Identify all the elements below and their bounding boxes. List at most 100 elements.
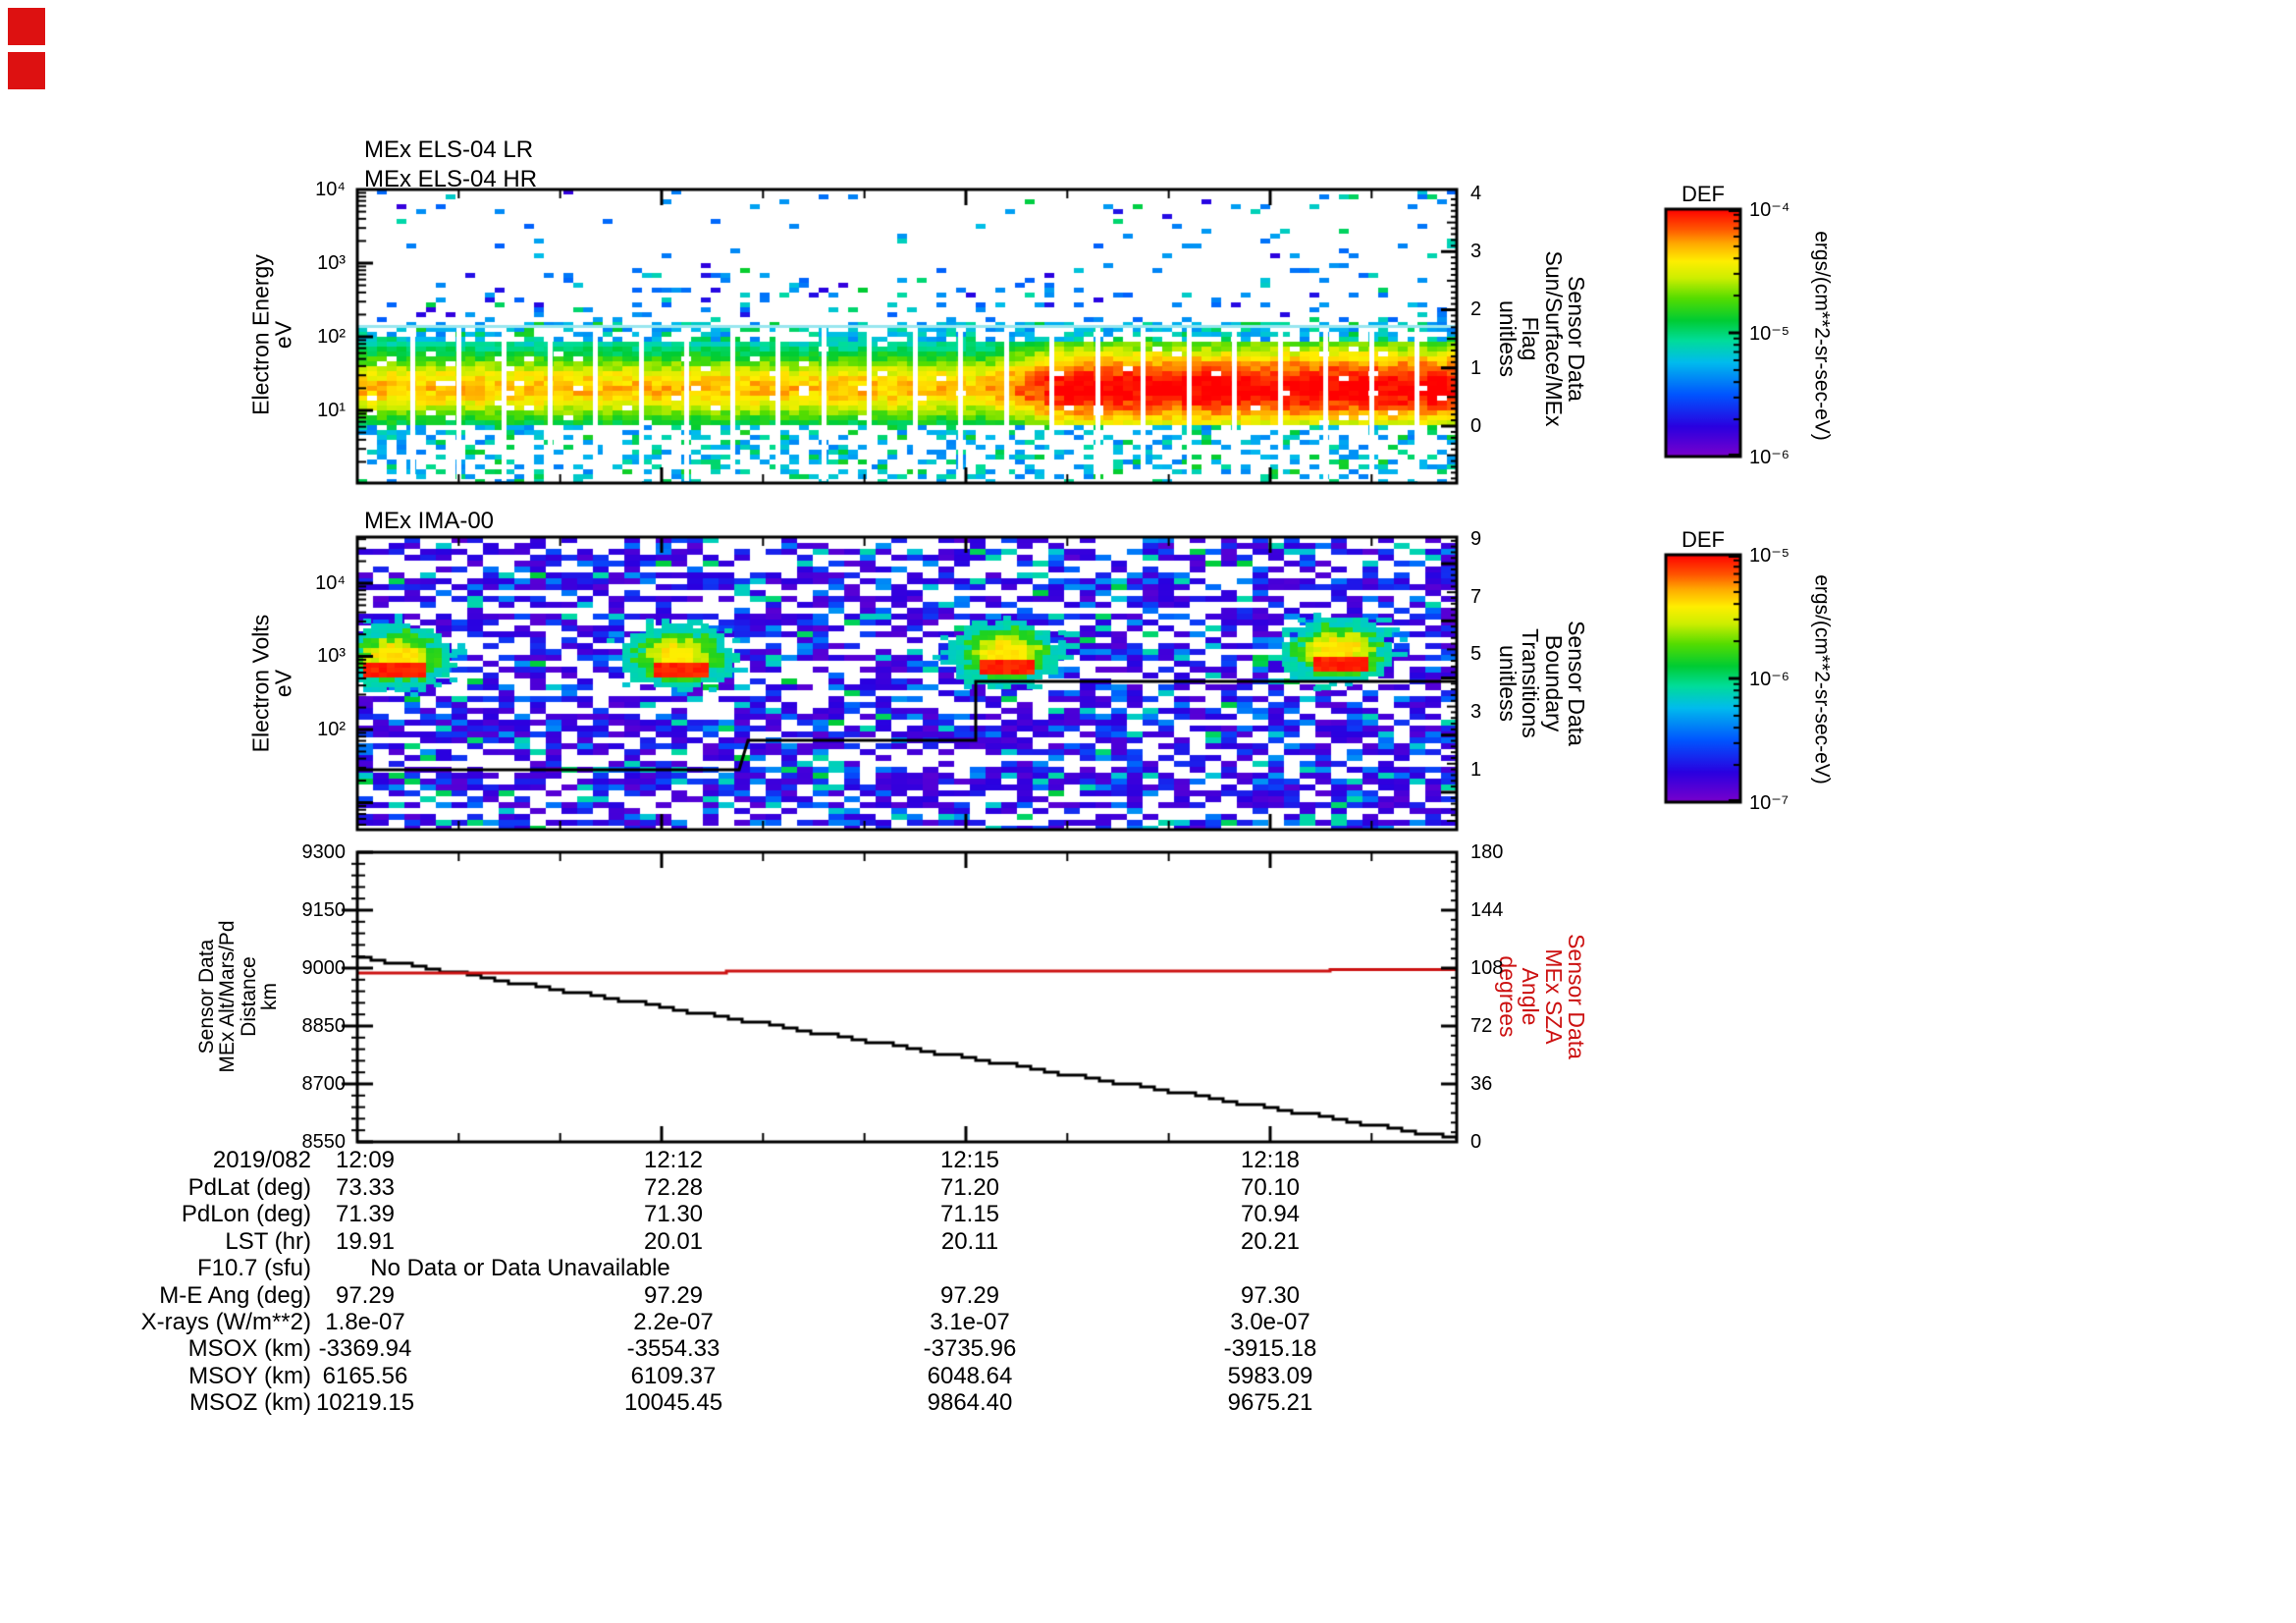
table-cell-value: 97.29	[939, 1282, 1000, 1309]
ima-right-axis-label-line: unitless	[1494, 645, 1521, 722]
aux-right-axis-label-line: MEx SZA	[1540, 948, 1567, 1045]
table-cell-value: 97.30	[1240, 1282, 1301, 1309]
table-cell-value: -3735.96	[923, 1335, 1017, 1362]
ima-ytick-label: 10³	[317, 645, 346, 667]
xtick-time-label: 12:15	[939, 1147, 1000, 1173]
table-cell-value: 70.10	[1240, 1174, 1301, 1201]
ima-right-axis-label-line: Boundary	[1540, 634, 1567, 732]
aux-rtick-label: 180	[1470, 841, 1504, 863]
table-row-label: LST (hr)	[225, 1228, 311, 1255]
colorbar-2-unit: ergs/(cm**2-sr-sec-eV)	[1810, 574, 1834, 784]
table-cell-value: -3915.18	[1223, 1335, 1317, 1362]
aux-ytick-label: 9000	[301, 957, 347, 979]
aux-rtick-label: 36	[1470, 1073, 1493, 1095]
colorbar-2-tick-label: 10⁻⁵	[1749, 545, 1790, 567]
table-cell-value: 9864.40	[927, 1389, 1013, 1416]
colorbar-1-title: DEF	[1682, 182, 1725, 206]
table-cell-value: 5983.09	[1227, 1363, 1313, 1389]
aux-rtick-label: 0	[1470, 1131, 1482, 1153]
aux-rtick-label: 72	[1470, 1015, 1493, 1037]
aux-ytick-label: 9300	[301, 841, 347, 863]
table-cell-value: 71.20	[939, 1174, 1000, 1201]
aux-rtick-label: 144	[1470, 899, 1504, 921]
ima-rtick-label: 7	[1470, 586, 1482, 608]
xtick-time-label: 12:09	[335, 1147, 396, 1173]
table-cell-value: 19.91	[335, 1228, 396, 1255]
table-cell-value: 6048.64	[927, 1363, 1013, 1389]
els-ytick-label: 10⁴	[315, 179, 346, 200]
aux-ytick-label: 8700	[301, 1073, 347, 1095]
els-right-axis-label-line: Flag	[1518, 316, 1543, 361]
els-right-axis-label-line: Sun/Surface/MEx	[1540, 250, 1567, 427]
colorbar-1-tick-label: 10⁻⁶	[1749, 447, 1790, 468]
table-cell-value: 2.2e-07	[633, 1309, 714, 1335]
table-cell-value: 20.21	[1240, 1228, 1301, 1255]
aux-right-axis-label: Sensor Data MEx SZA Angle degrees	[1495, 934, 1589, 1059]
els-y-axis-label: Electron Energy eV	[247, 254, 296, 415]
table-cell-value: 6109.37	[630, 1363, 717, 1389]
colorbar-2-unit-text: ergs/(cm**2-sr-sec-eV)	[1810, 574, 1834, 784]
xtick-time-label: 12:18	[1240, 1147, 1301, 1173]
ima-right-axis-label-line: Sensor Data	[1563, 621, 1589, 746]
table-cell-value: 97.29	[335, 1282, 396, 1309]
aux-y-axis-label-line: MEx Alt/Mars/Pd	[216, 920, 240, 1073]
els-y-axis-label-line: eV	[271, 320, 296, 350]
aux-y-axis-label-line: km	[258, 983, 282, 1011]
aux-y-axis-label-line: Sensor Data	[195, 939, 219, 1055]
table-cell-value: 1.8e-07	[325, 1309, 405, 1335]
ima-y-axis-label: Electron Volts eV	[247, 614, 296, 753]
xtick-time-label: 12:12	[643, 1147, 704, 1173]
table-cell-value: 71.39	[335, 1201, 396, 1227]
colorbar-2-title: DEF	[1682, 527, 1725, 552]
table-row-label: MSOY (km)	[188, 1363, 311, 1389]
colorbar-1-tick-label: 10⁻⁴	[1749, 199, 1790, 221]
els-right-axis-label: Sensor Data Sun/Surface/MEx Flag unitles…	[1495, 250, 1589, 427]
els-ytick-label: 10³	[317, 252, 346, 274]
els-y-axis-label-line: Electron Energy	[247, 254, 274, 415]
table-cell-value: 3.0e-07	[1230, 1309, 1310, 1335]
table-row-label: PdLat (deg)	[187, 1174, 311, 1201]
table-row-label: M-E Ang (deg)	[159, 1282, 311, 1309]
ima-right-axis-label-line: Transitions	[1518, 628, 1543, 738]
date-label: 2019/082	[212, 1147, 311, 1173]
ima-rtick-label: 3	[1470, 701, 1482, 723]
table-cell-value: 72.28	[643, 1174, 704, 1201]
table-cell-value: 9675.21	[1227, 1389, 1313, 1416]
colorbar-1-tick-label: 10⁻⁵	[1749, 323, 1790, 345]
els-right-axis-label-line: Sensor Data	[1563, 276, 1589, 402]
table-row-label: MSOZ (km)	[189, 1389, 311, 1416]
table-span-value: No Data or Data Unavailable	[370, 1255, 670, 1281]
table-row-label: F10.7 (sfu)	[196, 1255, 311, 1281]
table-cell-value: 71.15	[939, 1201, 1000, 1227]
ima-right-axis-label: Sensor Data Boundary Transitions unitles…	[1494, 621, 1589, 746]
aux-y-axis-label-line: Distance	[238, 956, 260, 1037]
table-cell-value: 20.11	[940, 1228, 999, 1255]
table-cell-value: 97.29	[643, 1282, 704, 1309]
red-marker-1	[8, 8, 45, 45]
els-rtick-label: 0	[1470, 415, 1482, 437]
table-cell-value: 10219.15	[315, 1389, 415, 1416]
aux-right-axis-label-line: Angle	[1518, 967, 1543, 1026]
els-ytick-label: 10²	[317, 326, 346, 348]
els-rtick-label: 2	[1470, 298, 1482, 320]
ima-y-axis-label-line: eV	[271, 669, 296, 698]
els-rtick-label: 4	[1470, 183, 1482, 204]
table-cell-value: 70.94	[1240, 1201, 1301, 1227]
els-rtick-label: 3	[1470, 241, 1482, 262]
ima-rtick-label: 5	[1470, 643, 1482, 665]
table-cell-value: 73.33	[335, 1174, 396, 1201]
table-row-label: X-rays (W/m**2)	[140, 1309, 311, 1335]
table-cell-value: 71.30	[643, 1201, 704, 1227]
ima-rtick-label: 9	[1470, 528, 1482, 550]
els-rtick-label: 1	[1470, 357, 1482, 379]
ima-y-axis-label-line: Electron Volts	[247, 614, 274, 753]
table-cell-value: -3554.33	[626, 1335, 721, 1362]
colorbar-2-tick-label: 10⁻⁶	[1749, 669, 1790, 690]
ima-title: MEx IMA-00	[364, 508, 495, 534]
table-cell-value: -3369.94	[318, 1335, 412, 1362]
els-title-line-1: MEx ELS-04 LR	[364, 136, 534, 163]
table-cell-value: 3.1e-07	[930, 1309, 1010, 1335]
colorbar-1-unit: ergs/(cm**2-sr-sec-eV)	[1811, 231, 1834, 441]
aux-rtick-label: 108	[1470, 957, 1504, 979]
